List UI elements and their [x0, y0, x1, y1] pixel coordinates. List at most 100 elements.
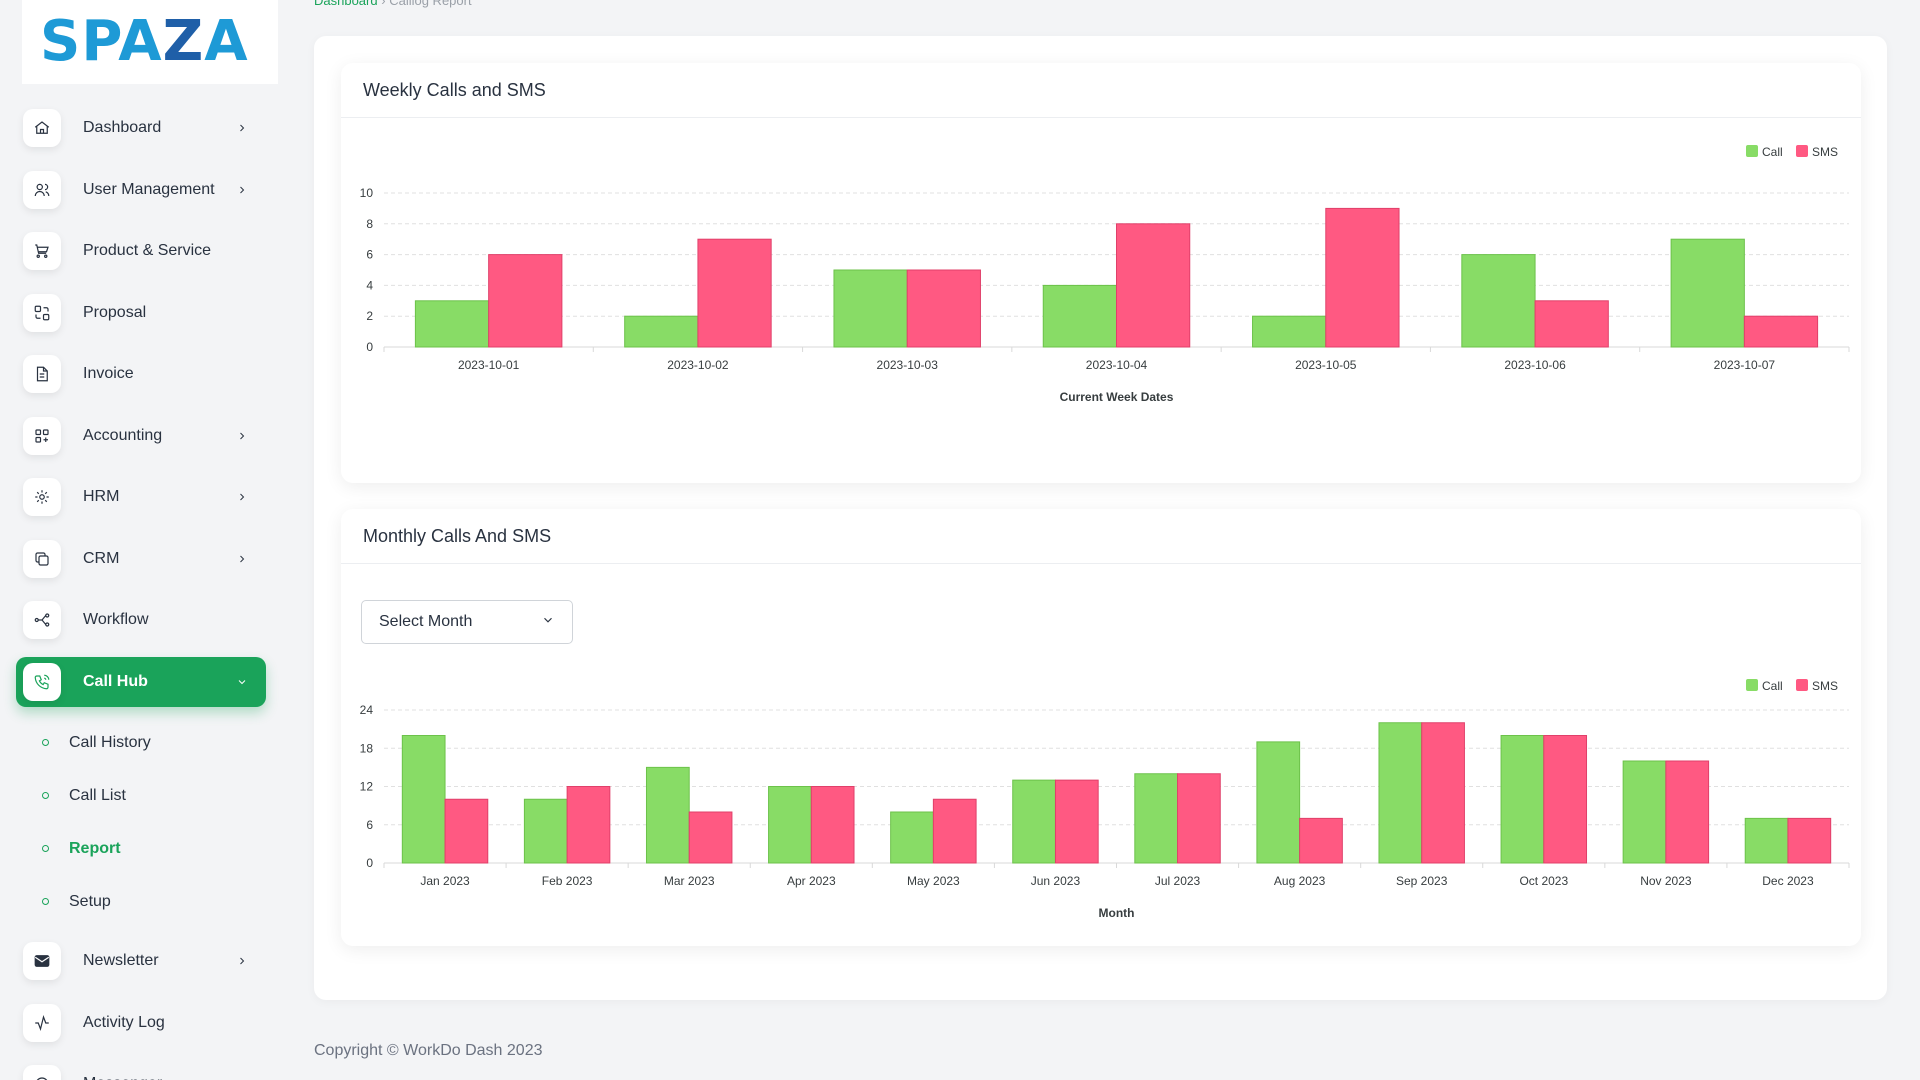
x-tick-label: 2023-10-03 [877, 358, 939, 372]
y-tick-label: 4 [366, 278, 373, 292]
x-tick-label: 2023-10-05 [1295, 358, 1357, 372]
call-bar[interactable] [624, 315, 699, 348]
sms-bar[interactable] [688, 811, 733, 864]
sms-bar[interactable] [1421, 722, 1465, 864]
sms-bar[interactable] [1116, 223, 1191, 348]
weekly-chart-title: Weekly Calls and SMS [341, 63, 1861, 118]
x-axis-title: Month [1099, 906, 1135, 920]
message-icon [23, 1065, 61, 1080]
sidebar-item-proposal[interactable]: Proposal [16, 288, 266, 338]
call-bar[interactable] [768, 786, 812, 864]
sidebar-item-workflow[interactable]: Workflow [16, 595, 266, 645]
legend-label[interactable]: Call [1762, 679, 1783, 693]
sms-bar[interactable] [906, 269, 981, 348]
sidebar-item-dashboard[interactable]: Dashboard [16, 103, 266, 153]
sms-bar[interactable] [488, 254, 563, 348]
sidebar-item-newsletter[interactable]: Newsletter [16, 936, 266, 986]
y-tick-label: 0 [366, 856, 373, 870]
sidebar-item-invoice[interactable]: Invoice [16, 349, 266, 399]
legend-label[interactable]: Call [1762, 145, 1783, 159]
call-bar[interactable] [401, 735, 446, 864]
call-bar[interactable] [833, 269, 908, 348]
logo[interactable]: SPAZA [22, 0, 278, 84]
call-bar[interactable] [1500, 735, 1545, 864]
sms-bar[interactable] [566, 786, 611, 864]
cart-icon [23, 232, 61, 270]
submenu-item-call-list[interactable]: Call List [42, 769, 266, 822]
call-bar[interactable] [1256, 741, 1301, 864]
proposal-icon [23, 293, 61, 332]
call-bar[interactable] [1042, 284, 1117, 348]
sidebar-item-label: Proposal [83, 303, 147, 321]
chevron-down-icon [232, 676, 252, 688]
x-tick-label: Oct 2023 [1519, 874, 1568, 888]
sms-bar[interactable] [1054, 779, 1099, 864]
x-tick-label: Jan 2023 [420, 874, 470, 888]
sms-bar[interactable] [810, 786, 855, 864]
breadcrumb-dashboard[interactable]: Dashboard [314, 0, 378, 8]
sidebar-item-label: Product & Service [83, 242, 212, 259]
call-bar[interactable] [890, 811, 934, 864]
breadcrumb-separator: › [381, 0, 386, 8]
call-bar[interactable] [1622, 760, 1667, 864]
sms-bar[interactable] [1665, 760, 1710, 864]
y-tick-label: 2 [366, 309, 373, 323]
y-tick-label: 6 [366, 248, 373, 262]
sms-bar[interactable] [1177, 773, 1221, 864]
users-icon [23, 170, 61, 209]
sidebar: SPAZA Dashboard User Management Product & … [0, 0, 282, 1080]
legend-label[interactable]: SMS [1812, 679, 1838, 693]
sms-bar[interactable] [444, 798, 489, 864]
x-tick-label: 2023-10-07 [1714, 358, 1776, 372]
chevron-right-icon [232, 955, 252, 967]
submenu-item-setup[interactable]: Setup [42, 875, 266, 928]
call-bar[interactable] [1744, 817, 1789, 864]
submenu-item-label: Call List [69, 786, 126, 804]
call-bar[interactable] [1461, 254, 1536, 348]
call-bar[interactable] [414, 300, 490, 348]
layers-icon [23, 539, 61, 578]
call-bar[interactable] [523, 798, 568, 864]
sidebar-item-user-management[interactable]: User Management [16, 165, 266, 215]
sidebar-item-activity-log[interactable]: Activity Log [16, 998, 266, 1048]
call-bar[interactable] [1378, 722, 1423, 864]
sms-bar[interactable] [1299, 817, 1343, 864]
sms-bar[interactable] [697, 238, 772, 348]
sidebar-item-label: Messenger [83, 1075, 266, 1080]
submenu-item-label: Call History [69, 733, 151, 751]
sms-bar[interactable] [932, 798, 977, 864]
monthly-chart-panel: Monthly Calls And SMS Select Month 0 6 12 1… [341, 509, 1861, 946]
call-bar[interactable] [1670, 238, 1745, 348]
y-tick-label: 8 [366, 217, 373, 231]
submenu-item-report[interactable]: Report [42, 822, 266, 875]
call-bar[interactable] [645, 766, 690, 864]
sms-bar[interactable] [1743, 315, 1819, 348]
call-bar[interactable] [1252, 315, 1327, 348]
sidebar-item-messenger[interactable]: Messenger [16, 1059, 266, 1080]
y-tick-label: 0 [366, 340, 373, 354]
submenu-item-call-history[interactable]: Call History [42, 716, 266, 769]
x-tick-label: Jun 2023 [1031, 874, 1081, 888]
sidebar-item-label: Call Hub [83, 672, 148, 690]
legend-label[interactable]: SMS [1812, 145, 1838, 159]
call-bar[interactable] [1134, 773, 1179, 864]
home-icon [23, 109, 61, 147]
sidebar-item-hrm[interactable]: HRM [16, 472, 266, 522]
call-bar[interactable] [1012, 779, 1056, 864]
month-select[interactable]: Select Month [361, 600, 573, 644]
sidebar-item-label: Newsletter [83, 952, 159, 969]
sidebar-item-product-service[interactable]: Product & Service [16, 226, 266, 276]
sidebar-item-call-hub[interactable]: Call Hub [16, 656, 266, 707]
sms-bar[interactable] [1325, 207, 1400, 348]
sidebar-nav: Dashboard User Management Product & Servic… [16, 103, 266, 1080]
sidebar-item-accounting[interactable]: Accounting [16, 411, 266, 461]
x-tick-label: Jul 2023 [1155, 874, 1201, 888]
sidebar-item-label: CRM [83, 549, 120, 567]
x-axis-title: Current Week Dates [1060, 390, 1174, 404]
sms-bar[interactable] [1534, 300, 1609, 348]
sms-bar[interactable] [1543, 735, 1588, 864]
sms-bar[interactable] [1787, 817, 1832, 864]
sidebar-item-crm[interactable]: CRM [16, 534, 266, 584]
sidebar-item-label: Dashboard [83, 119, 162, 136]
x-tick-label: Aug 2023 [1274, 874, 1326, 888]
